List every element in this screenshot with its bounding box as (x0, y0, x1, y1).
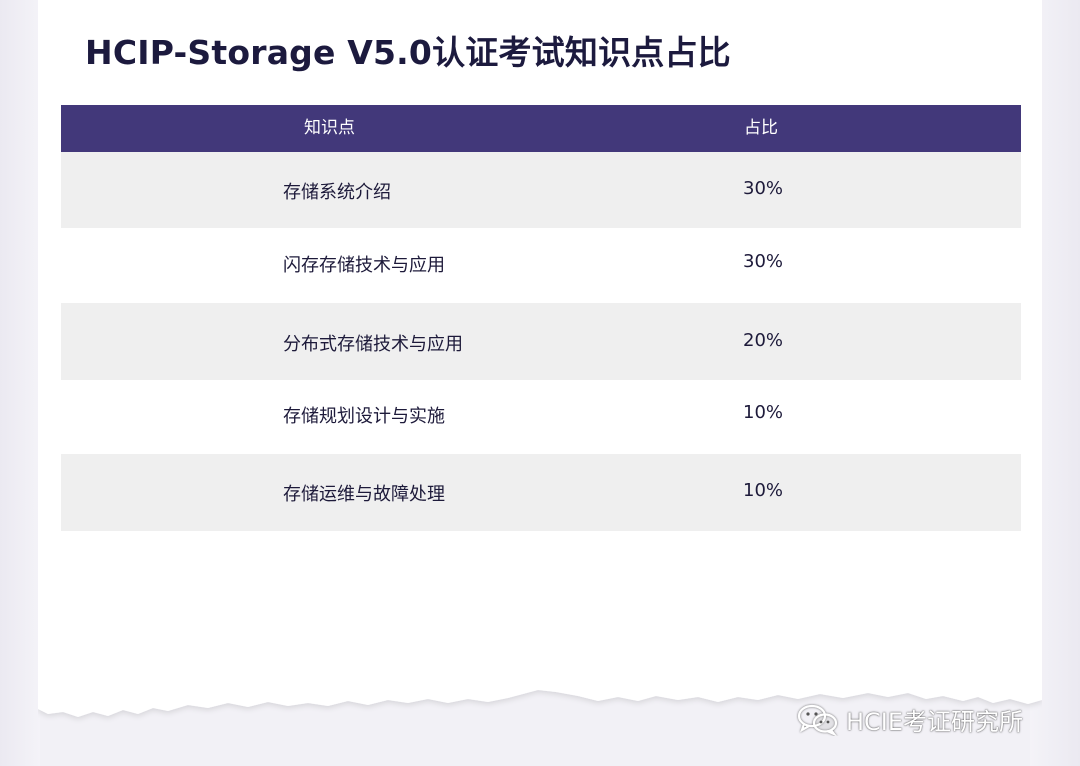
table-row: 存储运维与故障处理 10% (61, 454, 1021, 531)
topic-cell: 存储规划设计与实施 (283, 406, 445, 427)
table-header: 知识点 占比 (61, 105, 1021, 152)
wechat-icon (797, 704, 838, 736)
header-percent: 占比 (744, 118, 778, 138)
header-topic: 知识点 (304, 118, 355, 138)
watermark-text: HCIE考证研究所 (846, 707, 1024, 736)
table-row: 存储规划设计与实施 10% (61, 380, 1021, 454)
percent-cell: 30% (743, 251, 784, 272)
background-left (0, 0, 40, 766)
topic-cell: 存储系统介绍 (283, 182, 391, 203)
page-title: HCIP-Storage V5.0认证考试知识点占比 (85, 33, 731, 72)
knowledge-table: 知识点 占比 存储系统介绍 30% 闪存存储技术与应用 30% 分布式存储技术与… (61, 105, 1021, 531)
paper-sheet: HCIP-Storage V5.0认证考试知识点占比 知识点 占比 存储系统介绍… (38, 0, 1042, 766)
percent-cell: 20% (743, 330, 784, 351)
watermark: HCIE考证研究所 (796, 702, 1023, 736)
topic-cell: 存储运维与故障处理 (283, 484, 445, 505)
topic-cell: 闪存存储技术与应用 (283, 255, 445, 276)
percent-cell: 30% (743, 178, 784, 199)
table-row: 闪存存储技术与应用 30% (61, 228, 1021, 303)
table-row: 分布式存储技术与应用 20% (61, 303, 1021, 380)
percent-cell: 10% (743, 402, 784, 423)
topic-cell: 分布式存储技术与应用 (283, 334, 463, 355)
table-row: 存储系统介绍 30% (61, 152, 1021, 228)
percent-cell: 10% (743, 480, 784, 501)
